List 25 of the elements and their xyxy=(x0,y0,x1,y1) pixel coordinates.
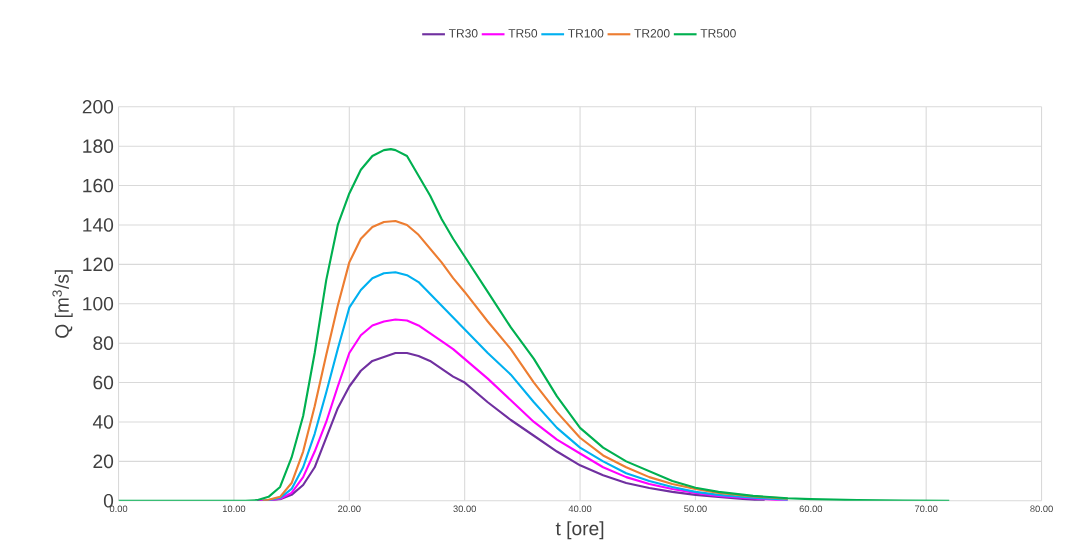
y-tick-label: 160 xyxy=(83,178,114,193)
legend-label: TR200 xyxy=(634,29,670,38)
x-tick-label: 30.00 xyxy=(453,505,476,513)
x-tick-label: 70.00 xyxy=(914,505,938,513)
legend-label: TR30 xyxy=(448,29,478,38)
y-tick-label: 100 xyxy=(83,296,114,311)
legend-label: TR50 xyxy=(508,29,538,38)
y-tick-label: 120 xyxy=(83,257,114,272)
y-tick-label: 80 xyxy=(93,336,114,350)
x-tick-label: 60.00 xyxy=(799,505,823,513)
legend-label: TR500 xyxy=(700,29,736,38)
y-tick-label: 20 xyxy=(93,454,114,469)
x-tick-label: 80.00 xyxy=(1030,505,1053,513)
x-axis-title: t [ore] xyxy=(555,521,604,540)
x-tick-label: 20.00 xyxy=(338,505,361,513)
y-tick-label: 60 xyxy=(93,375,114,390)
y-tick-label: 180 xyxy=(83,139,114,153)
x-tick-label: 10.00 xyxy=(222,505,246,513)
legend-label: TR100 xyxy=(568,29,604,38)
y-axis-title: Q [m$^{3}$/s] xyxy=(52,270,73,338)
y-tick-label: 140 xyxy=(83,218,114,232)
x-tick-label: 50.00 xyxy=(684,505,707,513)
y-tick-label: 200 xyxy=(82,99,114,114)
x-tick-label: 40.00 xyxy=(568,505,592,513)
y-tick-label: 40 xyxy=(92,415,114,429)
